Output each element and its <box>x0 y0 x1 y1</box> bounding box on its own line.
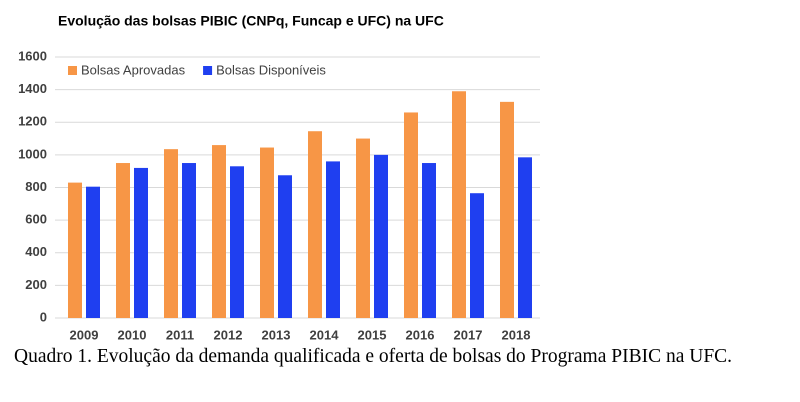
x-tick-label: 2014 <box>310 327 340 340</box>
bar <box>278 175 292 318</box>
bar <box>404 112 418 319</box>
y-tick-label: 200 <box>25 277 47 292</box>
caption: Quadro 1. Evolução da demanda qualificad… <box>14 346 733 367</box>
bar <box>182 163 196 318</box>
bar <box>134 167 148 318</box>
bar <box>86 186 100 318</box>
x-tick-label: 2013 <box>262 327 291 340</box>
legend-label: Bolsas Disponíveis <box>216 62 326 77</box>
y-tick-label: 400 <box>25 244 47 259</box>
bar <box>164 149 178 318</box>
bar <box>116 163 130 318</box>
x-tick-label: 2018 <box>502 327 531 340</box>
x-tick-label: 2017 <box>454 327 483 340</box>
bar <box>422 163 436 318</box>
y-tick-label: 0 <box>40 309 47 324</box>
bar <box>518 157 532 318</box>
x-tick-label: 2011 <box>166 327 194 340</box>
y-tick-label: 800 <box>25 179 47 194</box>
bar <box>500 101 514 318</box>
bar <box>374 154 388 318</box>
bar <box>230 166 244 318</box>
bar <box>470 193 484 318</box>
x-tick-label: 2009 <box>70 327 99 340</box>
legend-swatch <box>203 66 213 75</box>
y-tick-label: 1600 <box>18 48 47 63</box>
x-tick-label: 2016 <box>406 327 435 340</box>
chart: Evolução das bolsas PIBIC (CNPq, Funcap … <box>18 13 540 340</box>
bar <box>212 145 226 318</box>
bar <box>326 161 340 318</box>
bar <box>452 91 466 318</box>
legend-swatch <box>68 66 77 75</box>
bar <box>68 182 82 318</box>
y-tick-label: 600 <box>25 212 47 227</box>
x-tick-label: 2015 <box>358 327 387 340</box>
x-tick-label: 2012 <box>214 327 243 340</box>
bar <box>308 131 322 318</box>
x-tick-label: 2010 <box>118 327 147 340</box>
y-tick-label: 1200 <box>18 114 47 129</box>
y-tick-label: 1400 <box>18 81 47 96</box>
chart-title: Evolução das bolsas PIBIC (CNPq, Funcap … <box>58 13 444 29</box>
bar <box>260 147 274 318</box>
y-tick-label: 1000 <box>18 146 47 161</box>
legend-label: Bolsas Aprovadas <box>81 62 186 77</box>
bar <box>356 138 370 318</box>
